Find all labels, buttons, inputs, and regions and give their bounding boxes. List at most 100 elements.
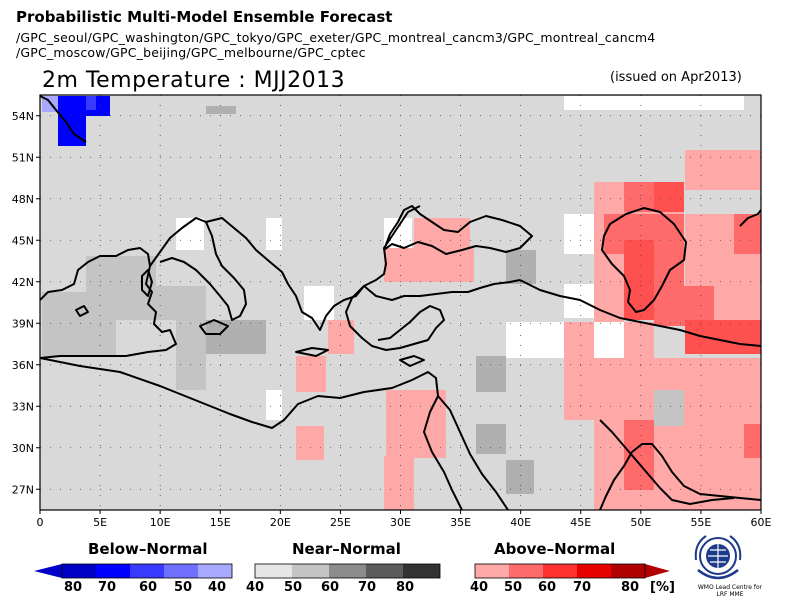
probability-cell (654, 286, 714, 326)
probability-cell (476, 356, 506, 392)
probability-cell (564, 284, 594, 318)
coastline-northsea-edge (40, 95, 87, 143)
probability-cell (564, 214, 594, 254)
near-normal-swatch-3 (329, 564, 366, 578)
above-normal-swatch-2 (509, 564, 543, 578)
coastlines (40, 95, 761, 510)
probability-cell (206, 106, 236, 114)
probability-cell (685, 150, 761, 190)
coastline-persian-gulf (599, 419, 735, 505)
latitude-tick-label: 45N (12, 234, 34, 247)
coastline-caspian (601, 207, 687, 313)
probability-cell (594, 254, 624, 322)
longitude-tick-label: 40E (510, 516, 531, 529)
forecast-header-title: Probabilistic Multi-Model Ensemble Forec… (16, 8, 393, 26)
longitude-tick-label: 5E (93, 516, 107, 529)
probability-cell (176, 320, 206, 390)
latitude-tick-label: 54N (12, 110, 34, 123)
latitude-tick-label: 36N (12, 359, 34, 372)
near-normal-swatch-5 (403, 564, 440, 578)
above-normal-swatch-1 (475, 564, 509, 578)
probability-cell (654, 390, 684, 426)
longitude-tick-label: 50E (630, 516, 651, 529)
source-models-line-1: /GPC_seoul/GPC_washington/GPC_tokyo/GPC_… (16, 30, 656, 45)
below-normal-swatch-1 (62, 564, 96, 578)
near-normal-label-60: 60 (321, 580, 340, 595)
latitude-tick-label: 51N (12, 151, 34, 164)
source-models-list: /GPC_seoul/GPC_washington/GPC_tokyo/GPC_… (16, 30, 655, 60)
island-sicily (199, 319, 229, 335)
forecast-map: 54N 51N 48N 45N 42N 39N 36N 33N 30N 27N 0 5E 10E 15E… (12, 94, 772, 529)
below-normal-swatch-4 (164, 564, 198, 578)
below-normal-label-80: 80 (64, 580, 83, 595)
near-normal-swatch-4 (366, 564, 403, 578)
longitude-tick-label: 15E (210, 516, 231, 529)
coastline-anatolia-levant (345, 279, 521, 351)
source-models-line-2: /GPC_moscow/GPC_beijing/GPC_melbourne/GP… (16, 45, 366, 60)
near-normal-label-50: 50 (284, 580, 303, 595)
longitude-tick-label: 10E (150, 516, 171, 529)
wmo-caption-line-2: LRF MME (716, 591, 744, 598)
probability-cell (384, 456, 414, 510)
coastline-egypt-red-sea (40, 357, 463, 510)
island-balearic (75, 305, 89, 317)
longitude-tick-label: 20E (270, 516, 291, 529)
island-cyprus (399, 355, 425, 367)
latitude-tick-label: 30N (12, 442, 34, 455)
probability-cell (594, 322, 624, 358)
probability-cell (384, 248, 474, 282)
legend-near-normal-title: Near–Normal (292, 540, 401, 558)
probability-cell (594, 420, 761, 510)
longitude-tick-label: 60E (751, 516, 772, 529)
coastline-italy (149, 217, 247, 321)
probability-cell (206, 320, 266, 354)
near-normal-label-40: 40 (246, 580, 265, 595)
probability-cell (685, 424, 715, 454)
island-crete (295, 347, 329, 357)
latitude-tick-label: 48N (12, 193, 34, 206)
below-normal-arrow (34, 564, 62, 578)
probability-cell (624, 240, 654, 300)
latitude-tick-label: 42N (12, 276, 34, 289)
probability-cell (476, 424, 506, 454)
longitude-tick-label: 30E (390, 516, 411, 529)
coastline-black-sea (383, 205, 533, 255)
probability-cell (266, 390, 282, 420)
probability-cell (506, 322, 564, 358)
near-normal-label-80: 80 (396, 580, 415, 595)
below-normal-swatch-3 (130, 564, 164, 578)
issued-date: (issued on Apr2013) (610, 70, 742, 85)
probability-cell (42, 292, 116, 356)
probability-cell (58, 96, 110, 116)
longitude-tick-labels: 0 5E 10E 15E 20E 25E 30E 35E 40E 45E 50E 55E 60E (37, 510, 772, 529)
above-normal-label-80: 80 (621, 580, 640, 595)
probability-cell (564, 96, 744, 110)
legend-above-normal-colorbar (474, 563, 670, 579)
island-corsica (141, 269, 153, 297)
above-normal-swatch-4 (577, 564, 611, 578)
probability-cells (42, 96, 761, 510)
probability-cell (654, 182, 684, 212)
probability-cell (296, 426, 324, 460)
legend-above-normal-title: Above–Normal (494, 540, 616, 558)
near-normal-label-70: 70 (358, 580, 377, 595)
above-normal-label-60: 60 (538, 580, 557, 595)
above-normal-swatch-5 (611, 564, 645, 578)
coastline-east-edge (739, 209, 761, 227)
wmo-logo-icon (694, 535, 742, 580)
probability-cell (304, 286, 334, 320)
below-normal-label-40: 40 (208, 580, 227, 595)
probability-cell (86, 96, 96, 110)
latitude-tick-labels: 54N 51N 48N 45N 42N 39N 36N 33N 30N 27N (12, 110, 40, 496)
legend-unit-percent: [%] (650, 580, 675, 595)
below-normal-label-70: 70 (98, 580, 117, 595)
probability-cell (86, 256, 116, 292)
probability-cell (734, 214, 761, 254)
coastline-iberia-north-africa (40, 247, 177, 359)
near-normal-swatch-1 (255, 564, 292, 578)
latitude-tick-label: 33N (12, 400, 34, 413)
above-normal-label-70: 70 (573, 580, 592, 595)
lat-lon-grid (40, 95, 761, 510)
probability-cell (156, 286, 206, 320)
below-normal-swatch-2 (96, 564, 130, 578)
